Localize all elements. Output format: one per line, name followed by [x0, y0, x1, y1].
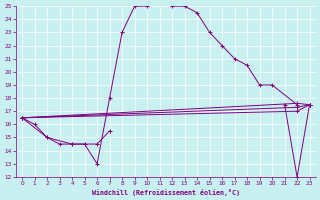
X-axis label: Windchill (Refroidissement éolien,°C): Windchill (Refroidissement éolien,°C)	[92, 189, 240, 196]
